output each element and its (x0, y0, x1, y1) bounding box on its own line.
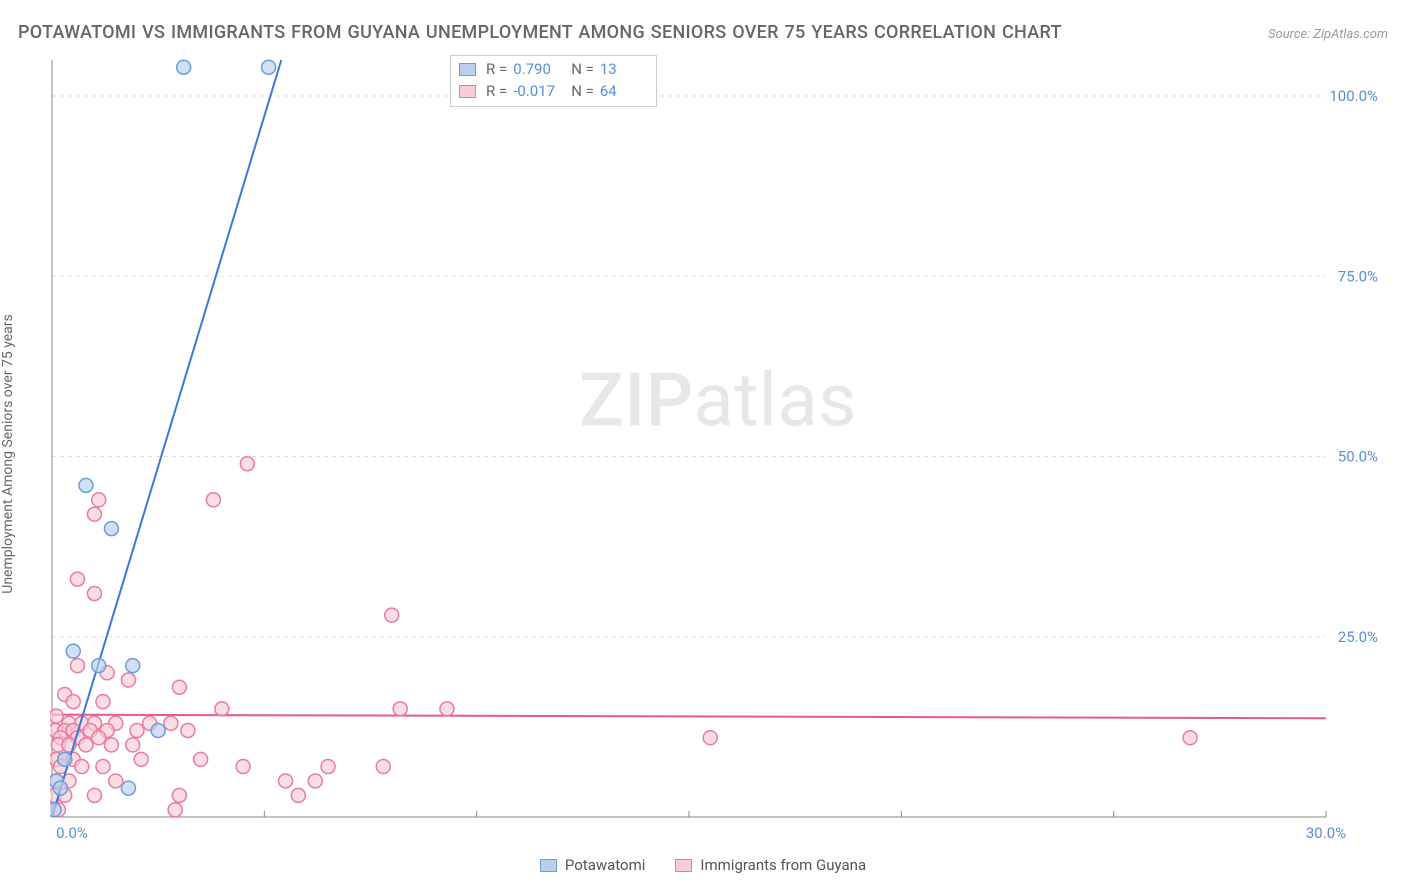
svg-text:100.0%: 100.0% (1329, 87, 1378, 105)
svg-text:30.0%: 30.0% (1306, 824, 1346, 842)
series-name-1: Potawatomi (565, 856, 646, 874)
r-value-2: -0.017 (513, 82, 561, 100)
swatch-series-1 (459, 63, 476, 76)
series-name-2: Immigrants from Guyana (700, 856, 866, 874)
n-label: N = (571, 82, 594, 100)
swatch-series-2 (675, 859, 692, 872)
swatch-series-2 (459, 85, 476, 98)
y-axis-label: Unemployment Among Seniors over 75 years (0, 314, 16, 594)
legend-row-1: R = 0.790 N = 13 (459, 58, 648, 80)
r-label: R = (486, 60, 507, 78)
svg-text:25.0%: 25.0% (1338, 628, 1378, 646)
correlation-legend: R = 0.790 N = 13 R = -0.017 N = 64 (450, 55, 657, 107)
source-attribution: Source: ZipAtlas.com (1268, 27, 1388, 42)
legend-item-2: Immigrants from Guyana (675, 856, 866, 874)
r-label: R = (486, 82, 507, 100)
svg-text:50.0%: 50.0% (1338, 448, 1378, 466)
svg-text:75.0%: 75.0% (1338, 267, 1378, 285)
n-value-2: 64 (600, 82, 648, 100)
chart-header: POTAWATOMI VS IMMIGRANTS FROM GUYANA UNE… (18, 22, 1388, 43)
r-value-1: 0.790 (513, 60, 561, 78)
chart-title: POTAWATOMI VS IMMIGRANTS FROM GUYANA UNE… (18, 22, 1062, 43)
n-value-1: 13 (600, 60, 648, 78)
scatter-chart: 25.0% 50.0% 75.0% 100.0% 0.0% 30.0% (50, 55, 1386, 842)
plot-area: 25.0%50.0%75.0%100.0%0.0%30.0% ZIPatlas (50, 55, 1386, 842)
swatch-series-1 (540, 859, 557, 872)
legend-row-2: R = -0.017 N = 64 (459, 80, 648, 102)
series-legend: Potawatomi Immigrants from Guyana (0, 856, 1406, 874)
legend-item-1: Potawatomi (540, 856, 646, 874)
svg-text:0.0%: 0.0% (56, 824, 88, 842)
n-label: N = (571, 60, 594, 78)
